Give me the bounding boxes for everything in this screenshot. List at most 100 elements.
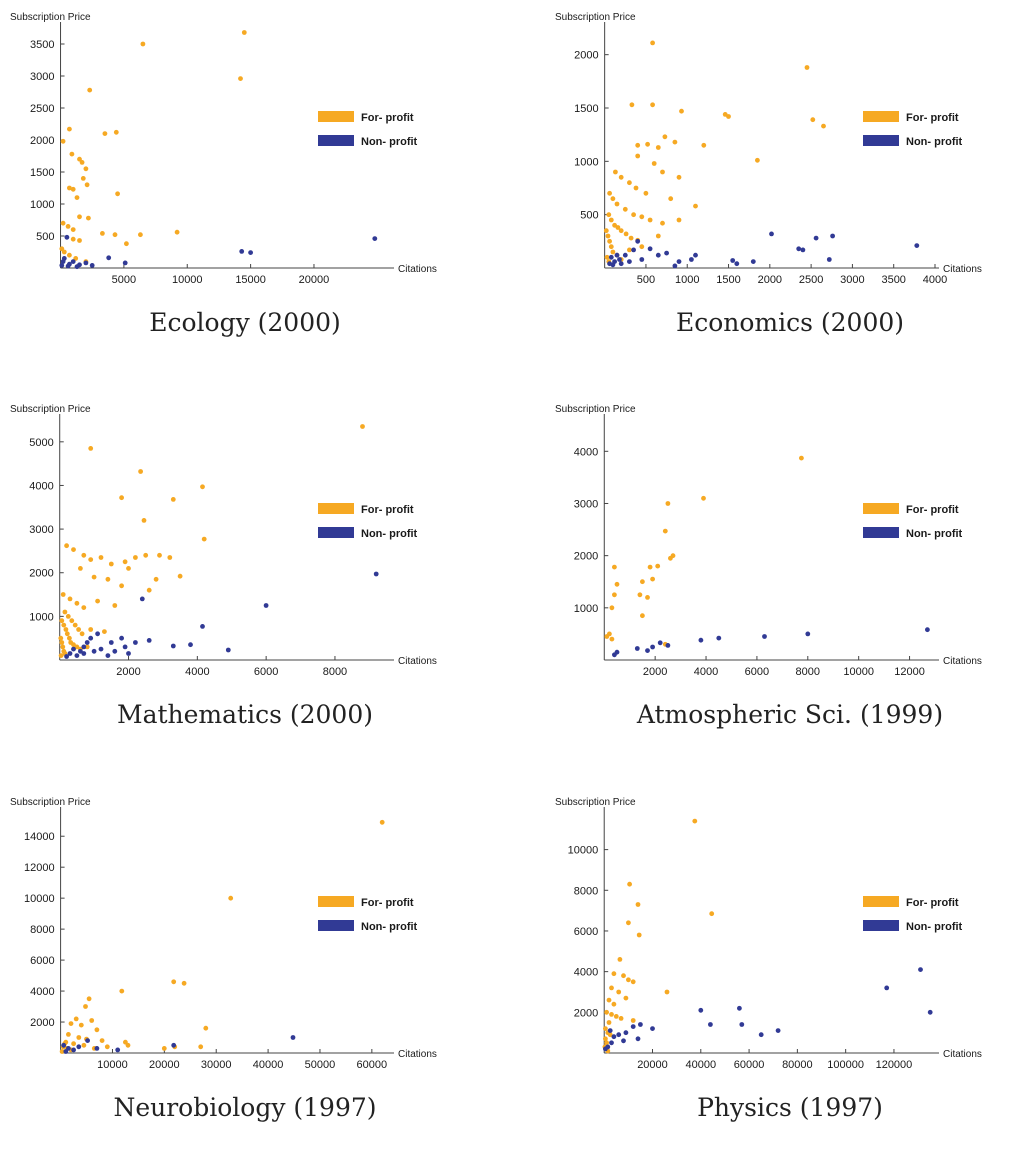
data-point [72, 622, 78, 628]
y-tick-label: 500 [36, 231, 54, 243]
data-point [693, 252, 698, 258]
data-point [701, 142, 707, 148]
data-point [67, 126, 72, 132]
chart-caption: Physics (1997) [697, 1093, 883, 1122]
legend-label: For- profit [361, 897, 414, 909]
data-point [668, 196, 674, 202]
data-point [98, 555, 104, 560]
data-point [65, 224, 71, 229]
data-point [618, 228, 624, 234]
data-point [698, 637, 704, 643]
data-point [71, 1041, 76, 1047]
data-point [621, 973, 626, 979]
data-point [88, 557, 94, 562]
y-tick-label: 10000 [568, 845, 599, 857]
data-point [67, 185, 72, 191]
data-point [105, 576, 111, 582]
data-point [739, 1022, 745, 1027]
data-point [141, 518, 147, 523]
scatter-plot: Subscription Price Citations 2000 4000 6000 8… [10, 797, 437, 1071]
data-point [633, 185, 639, 191]
data-point [629, 102, 635, 108]
data-point [263, 603, 269, 608]
data-point [81, 644, 87, 650]
data-point [112, 648, 118, 654]
x-tick-label: 3000 [840, 274, 864, 286]
data-point [805, 631, 811, 637]
data-point [692, 818, 698, 824]
data-point [83, 260, 89, 266]
data-point [67, 596, 73, 602]
series-for-profit [604, 455, 804, 647]
data-point [701, 495, 706, 501]
legend-label: Non- profit [361, 921, 418, 933]
data-point [91, 574, 97, 580]
series-non-profit [61, 1035, 296, 1054]
y-tick-label: 1000 [30, 199, 54, 211]
data-point [140, 41, 146, 47]
data-point [94, 1046, 100, 1051]
data-point [643, 190, 649, 196]
data-point [626, 920, 631, 926]
series-non-profit [603, 967, 933, 1052]
legend-label: For- profit [361, 504, 414, 516]
legend-label: Non- profit [361, 136, 418, 148]
data-point [618, 261, 624, 267]
data-point [161, 1046, 167, 1051]
data-point [630, 1024, 636, 1029]
data-point [81, 1042, 87, 1048]
legend-swatch-for-profit [318, 111, 354, 122]
x-tick-label: 20000 [149, 1059, 180, 1071]
data-point [609, 1040, 614, 1046]
data-point [106, 255, 112, 261]
data-point [734, 261, 740, 267]
data-point [612, 592, 617, 598]
data-point [122, 559, 128, 565]
chart-panel: Subscription Price Citations 1000 2000 3000 4… [545, 392, 1013, 767]
y-axis-title: Subscription Price [10, 797, 91, 808]
data-point [730, 258, 736, 263]
data-point [679, 108, 684, 114]
data-point [626, 977, 631, 983]
series-non-profit [59, 234, 378, 270]
data-point [70, 236, 76, 242]
y-tick-label: 3500 [30, 39, 54, 51]
y-tick-label: 3000 [574, 498, 598, 510]
data-point [635, 1036, 641, 1042]
data-point [627, 247, 632, 253]
x-axis-title: Citations [398, 656, 437, 667]
data-point [676, 259, 682, 264]
legend-label: For- profit [906, 897, 959, 909]
data-point [63, 1049, 69, 1054]
x-tick-label: 2000 [116, 666, 140, 678]
legend-swatch-non-profit [318, 920, 354, 931]
data-point [74, 644, 80, 650]
data-point [608, 244, 614, 250]
data-point [603, 228, 609, 234]
data-point [239, 249, 245, 254]
y-tick-label: 12000 [24, 862, 55, 874]
data-point [74, 600, 80, 606]
data-point [157, 552, 162, 558]
data-point [71, 646, 76, 652]
data-point [605, 233, 611, 239]
x-axis-title: Citations [398, 264, 437, 275]
data-point [64, 543, 69, 549]
legend-swatch-non-profit [318, 527, 354, 538]
data-point [248, 250, 254, 256]
data-point [67, 252, 72, 258]
data-point [647, 217, 653, 223]
y-tick-label: 2000 [574, 50, 598, 62]
legend-swatch-non-profit [318, 135, 354, 146]
data-point [638, 1022, 643, 1027]
x-tick-label: 50000 [305, 1059, 336, 1071]
data-point [59, 618, 65, 624]
y-axis-title: Subscription Price [555, 404, 636, 415]
data-point [708, 1022, 713, 1027]
data-point [95, 631, 100, 637]
data-point [119, 495, 124, 501]
legend-swatch-non-profit [863, 920, 899, 931]
data-point [62, 609, 68, 615]
data-point [125, 1042, 131, 1048]
